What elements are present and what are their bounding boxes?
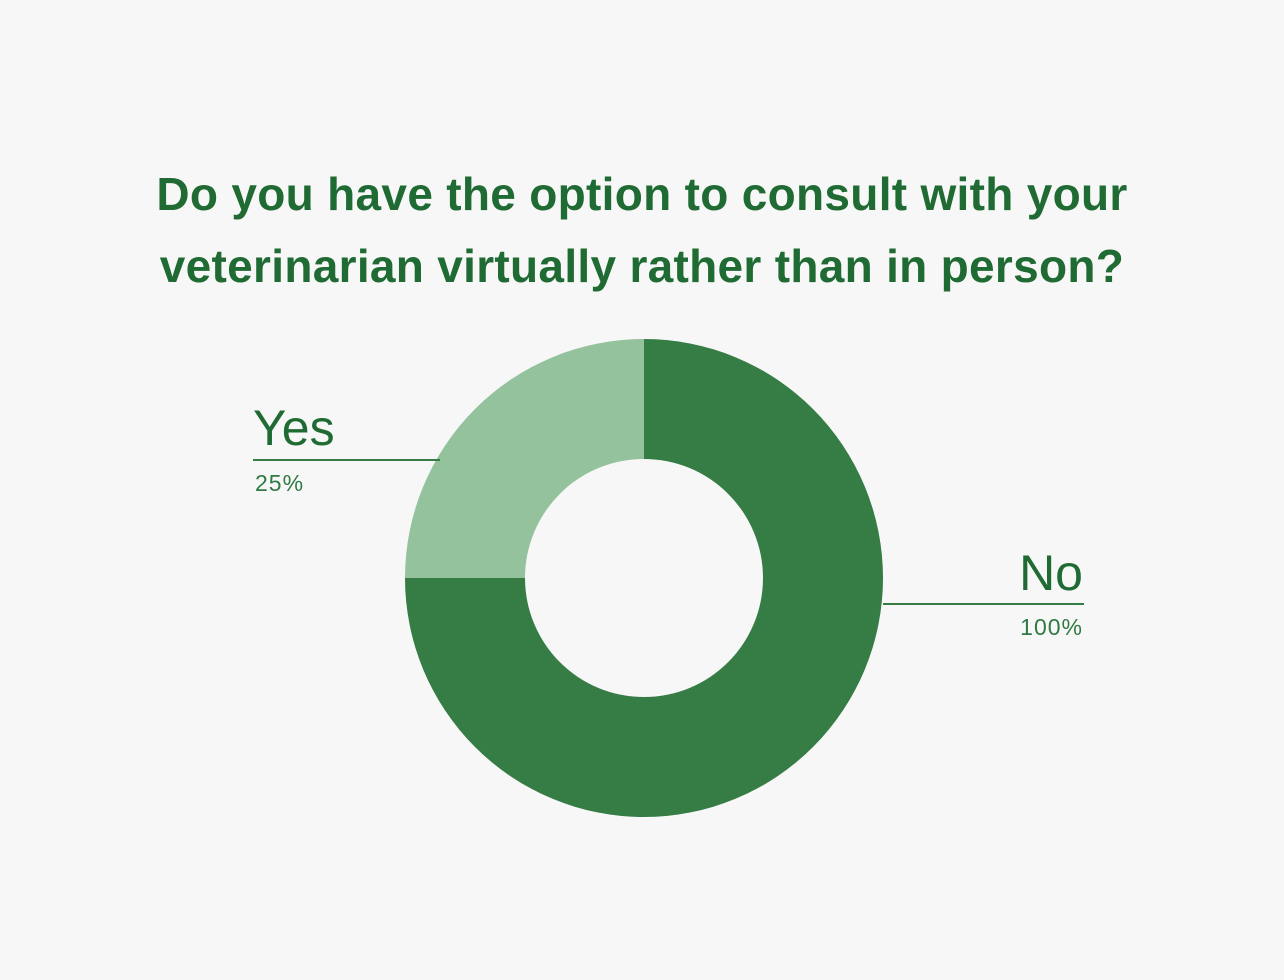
slice-value-yes: 25% [255,470,304,496]
slice-value-no: 100% [1020,614,1083,640]
chart-title-line-1: Do you have the option to consult with y… [156,168,1128,220]
label-group-no: No 100% [883,545,1084,640]
slice-label-no: No [1019,545,1083,601]
label-group-yes: Yes 25% [253,400,440,496]
chart-title: Do you have the option to consult with y… [0,158,1284,302]
slice-label-yes: Yes [253,400,335,456]
donut-slice-yes [405,339,644,578]
donut-slices [405,339,883,817]
chart-title-line-2: veterinarian virtually rather than in pe… [159,240,1125,292]
donut-slice-no [405,339,883,817]
